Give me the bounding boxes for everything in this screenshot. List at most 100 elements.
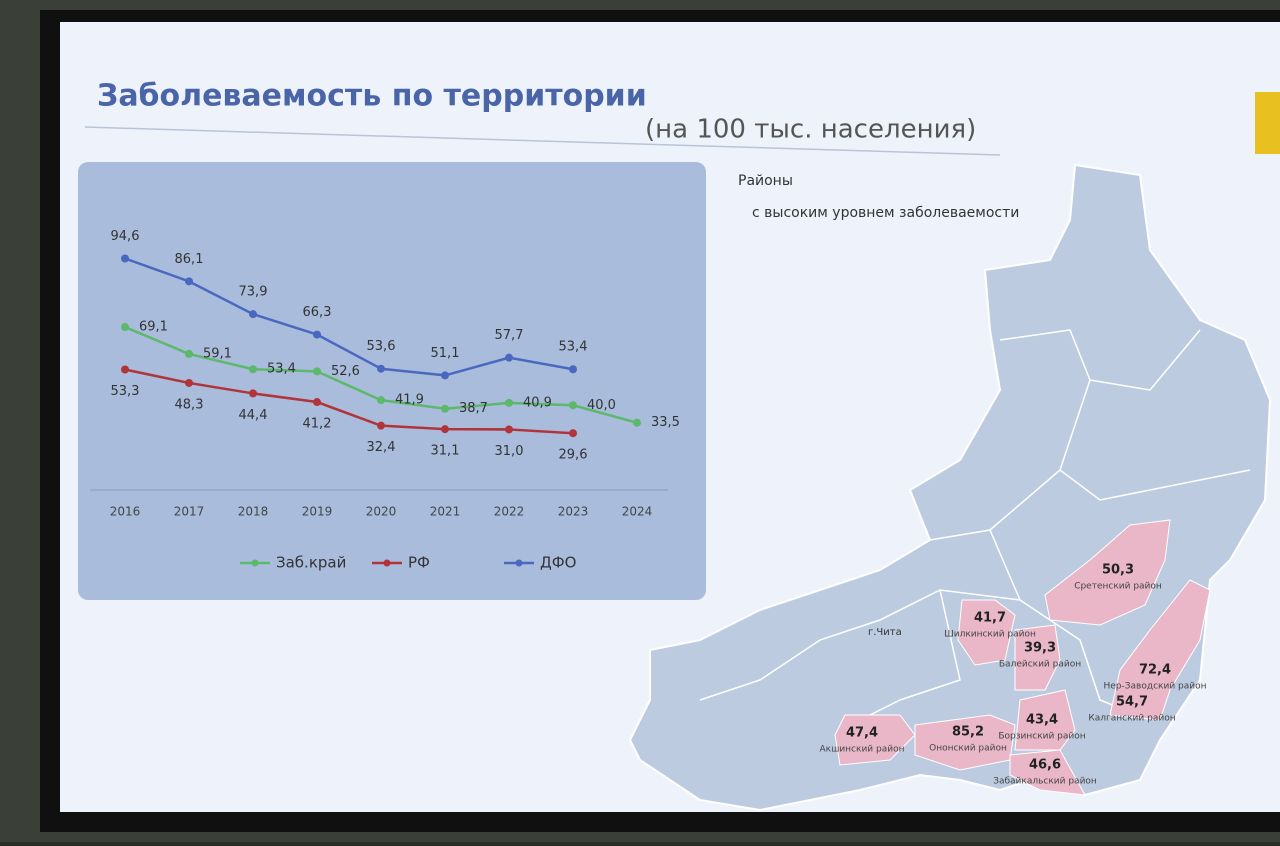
data-point xyxy=(441,425,449,434)
district-rate: 39,3 xyxy=(1024,641,1056,656)
data-label: 53,4 xyxy=(267,362,296,377)
district-rate: 43,4 xyxy=(1026,713,1058,728)
x-tick-label: 2021 xyxy=(430,505,461,519)
title: Заболеваемость по территории xyxy=(97,79,647,114)
x-tick-label: 2017 xyxy=(174,505,205,519)
x-tick-label: 2016 xyxy=(110,505,141,519)
data-point xyxy=(505,353,513,362)
district-borders xyxy=(699,329,1251,721)
legend-dot xyxy=(515,559,523,567)
district-name: Балейский район xyxy=(999,660,1081,670)
data-label: 31,1 xyxy=(431,444,460,459)
data-point xyxy=(377,396,385,405)
district-rate: 47,4 xyxy=(846,726,878,741)
district-area xyxy=(1014,689,1076,751)
data-point xyxy=(249,365,257,374)
data-label: 59,1 xyxy=(203,346,232,361)
data-point xyxy=(121,365,129,374)
data-label: 53,6 xyxy=(367,339,396,354)
district-name: Ононский район xyxy=(929,744,1007,754)
data-point xyxy=(505,398,513,407)
district-name: Борзинский район xyxy=(998,732,1085,742)
x-tick-label: 2024 xyxy=(622,505,653,519)
district-rate: 85,2 xyxy=(952,725,984,740)
data-label: 66,3 xyxy=(303,305,332,320)
data-point xyxy=(249,310,257,319)
data-point xyxy=(569,365,577,374)
district-area xyxy=(957,599,1016,666)
x-tick-label: 2018 xyxy=(238,505,269,519)
map-title: Районы xyxy=(738,173,793,189)
district-rate: 41,7 xyxy=(974,611,1006,626)
district-area xyxy=(1109,579,1211,721)
data-label: 44,4 xyxy=(239,408,268,423)
data-label: 31,0 xyxy=(495,444,524,459)
data-label: 57,7 xyxy=(495,328,524,343)
map-title: с высоким уровнем заболеваемости xyxy=(752,205,1019,221)
data-point xyxy=(441,371,449,380)
data-point xyxy=(185,277,193,286)
district-rate: 72,4 xyxy=(1139,663,1171,678)
data-label: 33,5 xyxy=(651,415,680,430)
data-label: 69,1 xyxy=(139,320,168,335)
data-label: 51,1 xyxy=(431,346,460,361)
map: Районы с высоким уровнем заболеваемости г.… xyxy=(628,163,1272,812)
data-point xyxy=(505,425,513,434)
data-point xyxy=(121,254,129,263)
legend-label: ДФО xyxy=(540,554,576,572)
district-area xyxy=(834,714,916,766)
data-point xyxy=(121,323,129,332)
data-label: 40,9 xyxy=(523,395,552,410)
district-name: Калганский район xyxy=(1088,714,1175,724)
subtitle: (на 100 тыс. населения) xyxy=(645,115,976,145)
city-label: г.Чита xyxy=(868,627,902,638)
x-tick-label: 2020 xyxy=(366,505,397,519)
data-label: 52,6 xyxy=(331,364,360,379)
data-label: 41,9 xyxy=(395,393,424,408)
data-label: 53,3 xyxy=(111,384,140,399)
data-label: 73,9 xyxy=(239,285,268,300)
series-line xyxy=(124,257,574,377)
logo xyxy=(1255,92,1280,154)
data-point xyxy=(377,421,385,430)
data-label: 86,1 xyxy=(175,252,204,267)
data-point xyxy=(313,367,321,376)
title-rule xyxy=(84,126,1001,156)
data-point xyxy=(377,364,385,373)
district-area xyxy=(1044,519,1171,626)
district-rate: 50,3 xyxy=(1102,563,1134,578)
data-point xyxy=(313,398,321,407)
data-label: 40,0 xyxy=(587,398,616,413)
legend-label: Заб.край xyxy=(276,554,346,572)
data-point xyxy=(249,389,257,398)
district-rate: 54,7 xyxy=(1116,695,1148,710)
data-label: 48,3 xyxy=(175,397,204,412)
legend-label: РФ xyxy=(408,554,430,572)
district-name: Сретенский район xyxy=(1074,582,1162,592)
data-label: 94,6 xyxy=(111,229,140,244)
chart-panel xyxy=(78,162,706,600)
district-area xyxy=(1009,749,1086,796)
x-tick-label: 2019 xyxy=(302,505,333,519)
district-name: Шилкинский район xyxy=(944,630,1036,640)
legend-dot xyxy=(383,559,391,567)
data-point xyxy=(185,349,193,358)
district-area xyxy=(1014,624,1061,691)
data-point xyxy=(569,429,577,438)
data-point xyxy=(633,418,641,427)
data-point xyxy=(569,401,577,410)
data-label: 38,7 xyxy=(459,401,488,416)
legend-dot xyxy=(251,559,259,567)
data-point xyxy=(313,330,321,339)
data-point xyxy=(185,378,193,387)
data-label: 53,4 xyxy=(559,340,588,355)
x-tick-label: 2023 xyxy=(558,505,589,519)
data-label: 29,6 xyxy=(559,448,588,463)
district-name: Нер-Заводский район xyxy=(1104,682,1207,692)
series-line xyxy=(124,368,574,435)
district-rate: 46,6 xyxy=(1029,758,1061,773)
district-name: Акшинский район xyxy=(820,745,905,755)
district-name: Забайкальский район xyxy=(993,777,1097,787)
data-point xyxy=(441,404,449,413)
